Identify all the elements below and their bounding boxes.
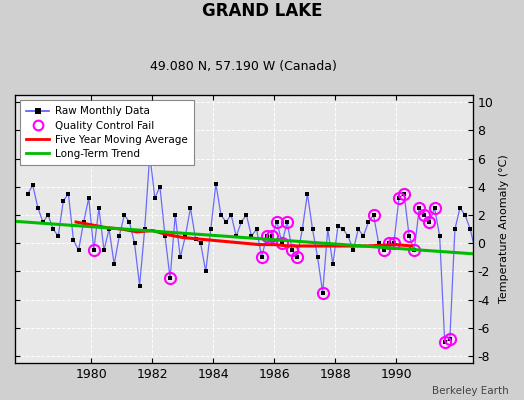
Y-axis label: Temperature Anomaly (°C): Temperature Anomaly (°C) [499, 155, 509, 304]
Title: 49.080 N, 57.190 W (Canada): 49.080 N, 57.190 W (Canada) [150, 60, 337, 73]
Legend: Raw Monthly Data, Quality Control Fail, Five Year Moving Average, Long-Term Tren: Raw Monthly Data, Quality Control Fail, … [20, 100, 193, 165]
Text: Berkeley Earth: Berkeley Earth [432, 386, 508, 396]
Text: GRAND LAKE: GRAND LAKE [202, 2, 322, 20]
